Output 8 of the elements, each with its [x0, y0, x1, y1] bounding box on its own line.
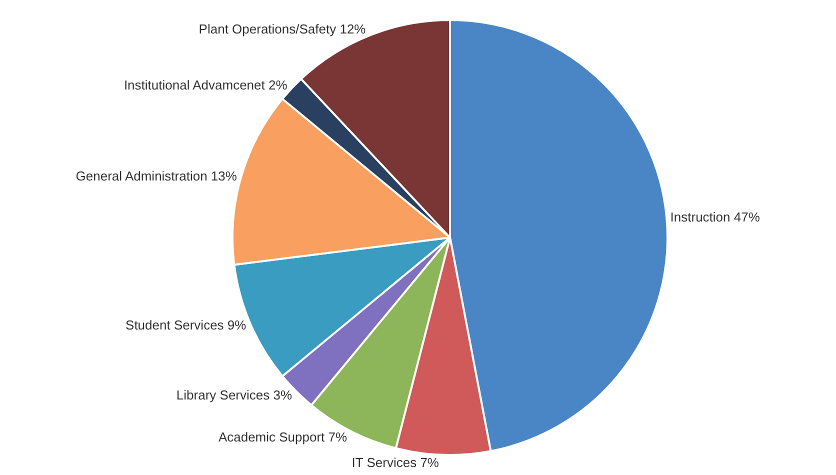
slice-label: Library Services 3%: [176, 388, 292, 403]
slice-label: Academic Support 7%: [218, 430, 348, 445]
slice-label: Instruction 47%: [670, 209, 760, 224]
slice-label: Plant Operations/Safety 12%: [198, 21, 366, 36]
slice-label: Student Services 9%: [126, 318, 247, 333]
slice-label: Institutional Advamcenet 2%: [124, 78, 288, 93]
slice-label: IT Services 7%: [352, 454, 440, 470]
slice-label: General Administration 13%: [76, 168, 238, 184]
